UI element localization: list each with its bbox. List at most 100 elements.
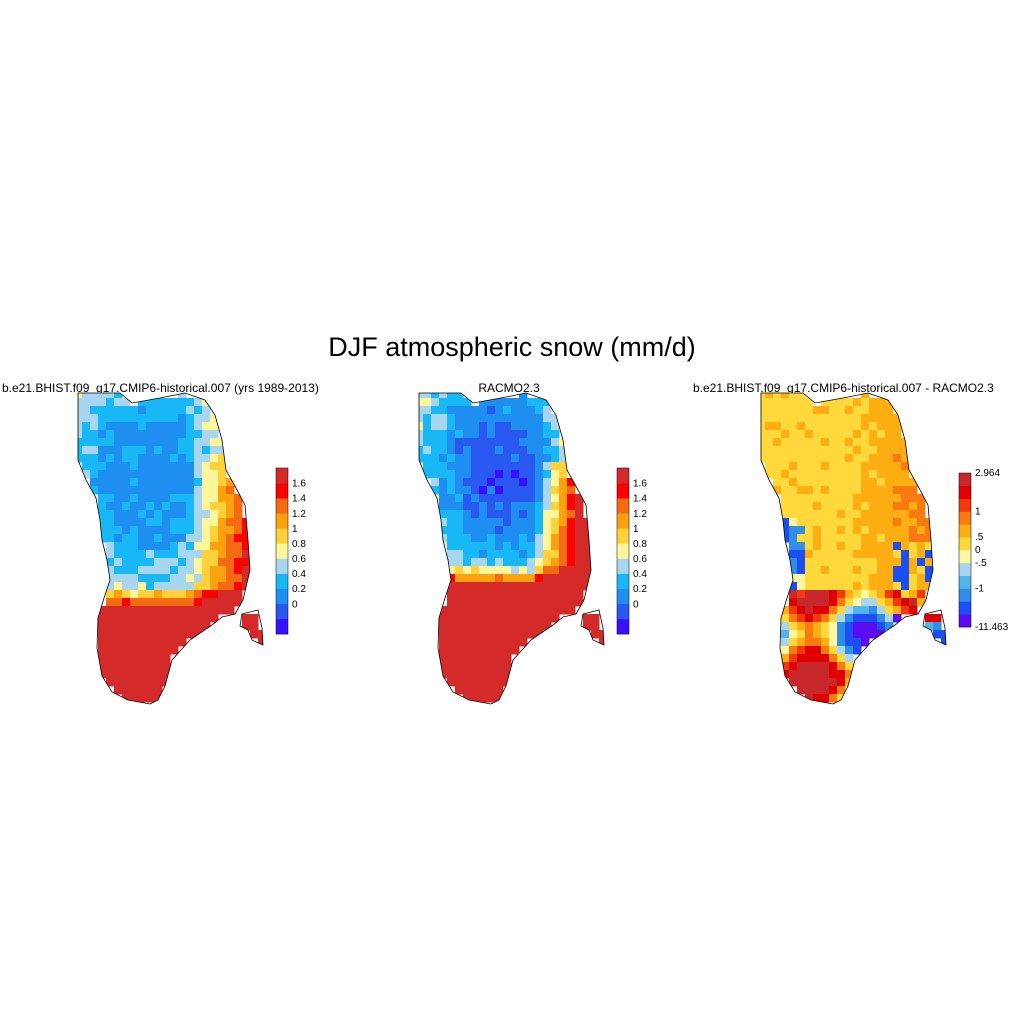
grid-cell [877,422,886,431]
grid-cell [471,574,480,583]
grid-cell [829,630,838,639]
grid-cell [805,574,814,583]
grid-cell [106,393,115,399]
grid-cell [447,486,456,495]
grid-cell [210,510,219,519]
grid-cell [829,534,838,543]
grid-cell [869,566,878,575]
grid-cell [202,510,211,519]
grid-cell [114,598,123,607]
grid-cell [130,646,139,655]
grid-cell [845,414,854,423]
colorbar-tick-label: 1.2 [633,509,647,520]
grid-cell [487,678,496,687]
grid-cell [511,582,520,591]
grid-cell [455,598,464,607]
grid-cell [877,534,886,543]
grid-cell [210,574,219,583]
grid-cell [543,454,552,463]
grid-cell [439,670,448,679]
grid-cell [130,414,139,423]
grid-cell [170,478,179,487]
grid-cell [853,518,862,527]
grid-cell [773,478,782,487]
grid-cell [829,478,838,487]
grid-cell [805,526,814,535]
grid-cell [487,534,496,543]
grid-cell [797,398,806,407]
grid-cell [479,398,488,407]
grid-cell [455,494,464,503]
grid-cell [138,542,147,551]
grid-cell [837,414,846,423]
grid-cell [234,550,243,559]
grid-cell [559,606,568,615]
grid-cell [218,470,227,479]
grid-cell [186,566,195,575]
grid-cell [242,566,251,575]
grid-cell [933,614,942,623]
grid-cell [845,422,854,431]
grid-cell [821,502,830,511]
grid-cell [471,582,480,591]
grid-cell [130,598,139,607]
grid-cell [853,422,862,431]
colorbar-swatch [276,513,288,529]
colorbar-swatch [617,468,629,484]
grid-cell [789,582,798,591]
grid-cell [98,494,107,503]
grid-cell [226,550,235,559]
grid-cell [495,622,504,631]
grid-cell [178,510,187,519]
grid-cell [829,510,838,519]
grid-cell [447,526,456,535]
grid-cell [146,406,155,415]
grid-cell [194,430,203,439]
grid-cell [567,574,576,583]
grid-cell [226,590,235,599]
grid-cell [845,638,854,647]
grid-cell [154,462,163,471]
grid-cell [479,662,488,671]
grid-cell [853,430,862,439]
grid-cell [511,646,520,655]
grid-cell [463,694,472,703]
grid-cell [925,550,934,559]
grid-cell [202,462,211,471]
grid-cell [519,598,528,607]
grid-cell [431,430,440,439]
coastline [418,392,605,705]
grid-cell [487,598,496,607]
grid-cell [503,438,512,447]
grid-cell [853,558,862,567]
grid-cell [455,486,464,495]
grid-cell [130,494,139,503]
grid-cell [575,542,584,551]
grid-cell [455,438,464,447]
grid-cell [543,486,552,495]
grid-cell [90,470,99,479]
grid-cell [869,622,878,631]
grid-cell [853,414,862,423]
grid-cell [114,566,123,575]
grid-cell [527,406,536,415]
colorbar-tick-label: 1 [975,507,981,518]
grid-cell [519,470,528,479]
grid-cell [170,550,179,559]
grid-cell [821,462,830,471]
grid-cell [210,558,219,567]
grid-cell [455,454,464,463]
grid-cell [773,406,782,415]
grid-cell [210,566,219,575]
grid-cell [487,414,496,423]
grid-cell [885,614,894,623]
grid-cell [901,566,910,575]
grid-cell [535,622,544,631]
grid-cell [837,550,846,559]
grid-cell [829,654,838,663]
grid-cell [861,550,870,559]
grid-cell [567,502,576,511]
grid-cell [543,462,552,471]
grid-cell [519,614,528,623]
grid-cell [503,534,512,543]
